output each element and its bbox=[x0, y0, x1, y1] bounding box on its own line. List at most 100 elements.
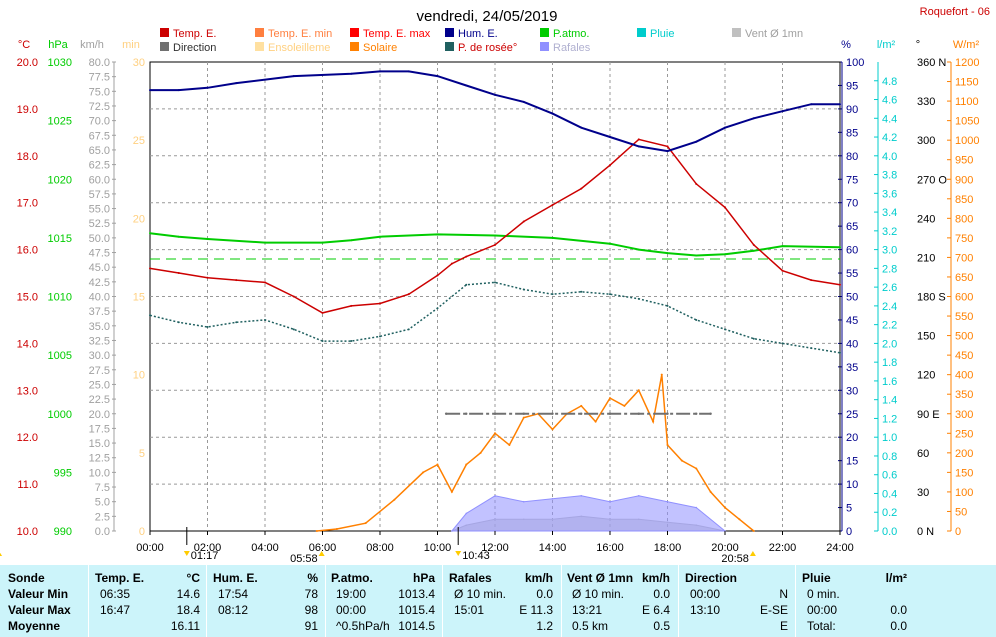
data-point-direction bbox=[522, 412, 525, 415]
axis-tick-label-humidity: 75 bbox=[846, 174, 858, 186]
data-point-direction bbox=[551, 412, 554, 415]
data-point-p-de-ros-e- bbox=[666, 304, 669, 307]
time-marker-icon bbox=[0, 552, 3, 556]
x-axis-tick-label: 02:00 bbox=[194, 542, 222, 554]
data-point-p-atmo- bbox=[752, 249, 755, 252]
axis-tick-label-wind: 45.0 bbox=[89, 262, 110, 274]
stats-header-hum-unit: % bbox=[307, 571, 318, 585]
data-point-temp-e- bbox=[149, 267, 151, 270]
stats-pluie-value: 0.0 bbox=[890, 603, 907, 617]
data-point-direction bbox=[709, 412, 712, 415]
axis-tick-label-humidity: 70 bbox=[846, 198, 858, 210]
axis-tick-label-pressure: 1015 bbox=[48, 233, 72, 245]
legend-swatch bbox=[350, 42, 359, 51]
stats-header-temp: Temp. E. bbox=[95, 571, 145, 585]
axis-tick-label-wind: 30.0 bbox=[89, 350, 110, 362]
legend-label: Pluie bbox=[650, 28, 674, 40]
axis-tick-label-wind: 62.5 bbox=[89, 160, 110, 172]
data-point-temp-e- bbox=[781, 269, 784, 272]
stats-press-value: 1014.5 bbox=[398, 619, 435, 633]
data-point-solaire bbox=[709, 490, 712, 493]
data-point-solaire bbox=[660, 373, 663, 376]
axis-tick-label-solar: 0 bbox=[955, 526, 961, 538]
legend-label: P.atmo. bbox=[553, 28, 590, 40]
data-point-hum-e- bbox=[379, 70, 381, 73]
data-point-temp-e- bbox=[609, 164, 611, 167]
axis-tick-label-solar: 550 bbox=[955, 311, 973, 323]
axis-tick-label-solar: 1050 bbox=[955, 116, 979, 128]
data-point-p-de-ros-e- bbox=[264, 318, 266, 321]
data-point-solaire bbox=[666, 444, 669, 447]
data-point-p-de-ros-e- bbox=[839, 351, 841, 354]
axis-tick-label-pressure: 990 bbox=[54, 526, 72, 538]
axis-tick-label-temp: 12.0 bbox=[17, 432, 38, 444]
axis-tick-label-humidity: 20 bbox=[846, 432, 858, 444]
data-point-p-de-ros-e- bbox=[724, 328, 726, 331]
axis-tick-label-pressure: 995 bbox=[54, 467, 72, 479]
data-point-hum-e- bbox=[177, 89, 180, 92]
data-point-p-atmo- bbox=[177, 235, 180, 238]
axis-tick-label-humidity: 100 bbox=[846, 57, 864, 69]
data-point-solaire bbox=[580, 404, 583, 407]
data-point-p-de-ros-e- bbox=[350, 340, 353, 343]
data-point-p-de-ros-e- bbox=[436, 307, 439, 310]
axis-tick-label-wind: 50.0 bbox=[89, 233, 110, 245]
axis-tick-label-rain: 4.4 bbox=[882, 113, 897, 125]
axis-tick-label-humidity: 5 bbox=[846, 503, 852, 515]
data-point-p-de-ros-e- bbox=[149, 314, 151, 317]
axis-tick-label-solar: 200 bbox=[955, 448, 973, 460]
data-point-rafales bbox=[695, 506, 698, 509]
data-point-p-de-ros-e- bbox=[637, 297, 640, 300]
data-point-temp-e- bbox=[177, 272, 180, 275]
axis-tick-label-rain: 2.0 bbox=[882, 338, 897, 350]
axis-tick-label-direction: 0 N bbox=[917, 526, 934, 538]
data-point-solaire bbox=[551, 428, 554, 431]
stats-vent-desc: 13:21 bbox=[572, 603, 603, 617]
legend-label: Temp. E. bbox=[173, 28, 216, 40]
stats-press-value: 1013.4 bbox=[398, 587, 435, 601]
data-point-solaire bbox=[315, 530, 318, 532]
data-point-p-de-ros-e- bbox=[235, 321, 238, 324]
x-axis-tick-label: 22:00 bbox=[769, 542, 797, 554]
stats-header-raf-unit: km/h bbox=[524, 571, 553, 585]
axis-unit-wind: km/h bbox=[80, 39, 104, 51]
axis-tick-label-humidity: 95 bbox=[846, 80, 858, 92]
axis-tick-label-direction: 60 bbox=[917, 448, 929, 460]
axis-tick-label-rain: 3.8 bbox=[882, 170, 897, 182]
data-point-hum-e- bbox=[810, 103, 813, 106]
data-point-solaire bbox=[724, 506, 726, 509]
axis-tick-label-solar: 1000 bbox=[955, 135, 979, 147]
stats-row-label: Valeur Max bbox=[8, 603, 71, 617]
data-point-direction bbox=[580, 412, 583, 415]
stats-temp-time: 16:47 bbox=[100, 603, 131, 617]
axis-tick-label-wind: 55.0 bbox=[89, 204, 110, 216]
stats-header-temp-unit: °C bbox=[186, 571, 200, 585]
axis-unit-sunmin: min bbox=[122, 39, 140, 51]
x-axis-tick-label: 10:00 bbox=[424, 542, 452, 554]
stats-raf-desc: Ø 10 min. bbox=[454, 587, 507, 601]
data-point-temp-e- bbox=[264, 281, 266, 284]
data-point-p-de-ros-e- bbox=[580, 290, 583, 293]
data-point-p-de-ros-e- bbox=[177, 321, 180, 324]
data-point-solaire bbox=[623, 404, 626, 407]
data-point-solaire bbox=[450, 490, 453, 493]
axis-tick-label-sunmin: 10 bbox=[133, 370, 145, 382]
data-point-temp-e- bbox=[839, 283, 841, 286]
stats-dir-time: 00:00 bbox=[690, 587, 721, 601]
axis-tick-label-temp: 13.0 bbox=[17, 385, 38, 397]
axis-tick-label-rain: 4.2 bbox=[882, 132, 897, 144]
data-point-direction bbox=[637, 412, 640, 415]
axis-tick-label-sunmin: 20 bbox=[133, 213, 145, 225]
x-axis-tick-label: 18:00 bbox=[654, 542, 682, 554]
data-point-p-de-ros-e- bbox=[695, 318, 698, 321]
axis-tick-label-pressure: 1000 bbox=[48, 409, 72, 421]
axis-tick-label-rain: 3.4 bbox=[882, 207, 897, 219]
data-point-p-de-ros-e- bbox=[781, 342, 784, 345]
legend-label: Ensoleilleme bbox=[268, 42, 330, 54]
series-rafales bbox=[451, 495, 727, 532]
axis-tick-label-wind: 35.0 bbox=[89, 321, 110, 333]
data-point-solaire bbox=[680, 459, 683, 462]
axis-tick-label-direction: 90 E bbox=[917, 409, 940, 421]
axis-tick-label-direction: 270 O bbox=[917, 174, 947, 186]
data-point-rafales bbox=[666, 500, 669, 503]
